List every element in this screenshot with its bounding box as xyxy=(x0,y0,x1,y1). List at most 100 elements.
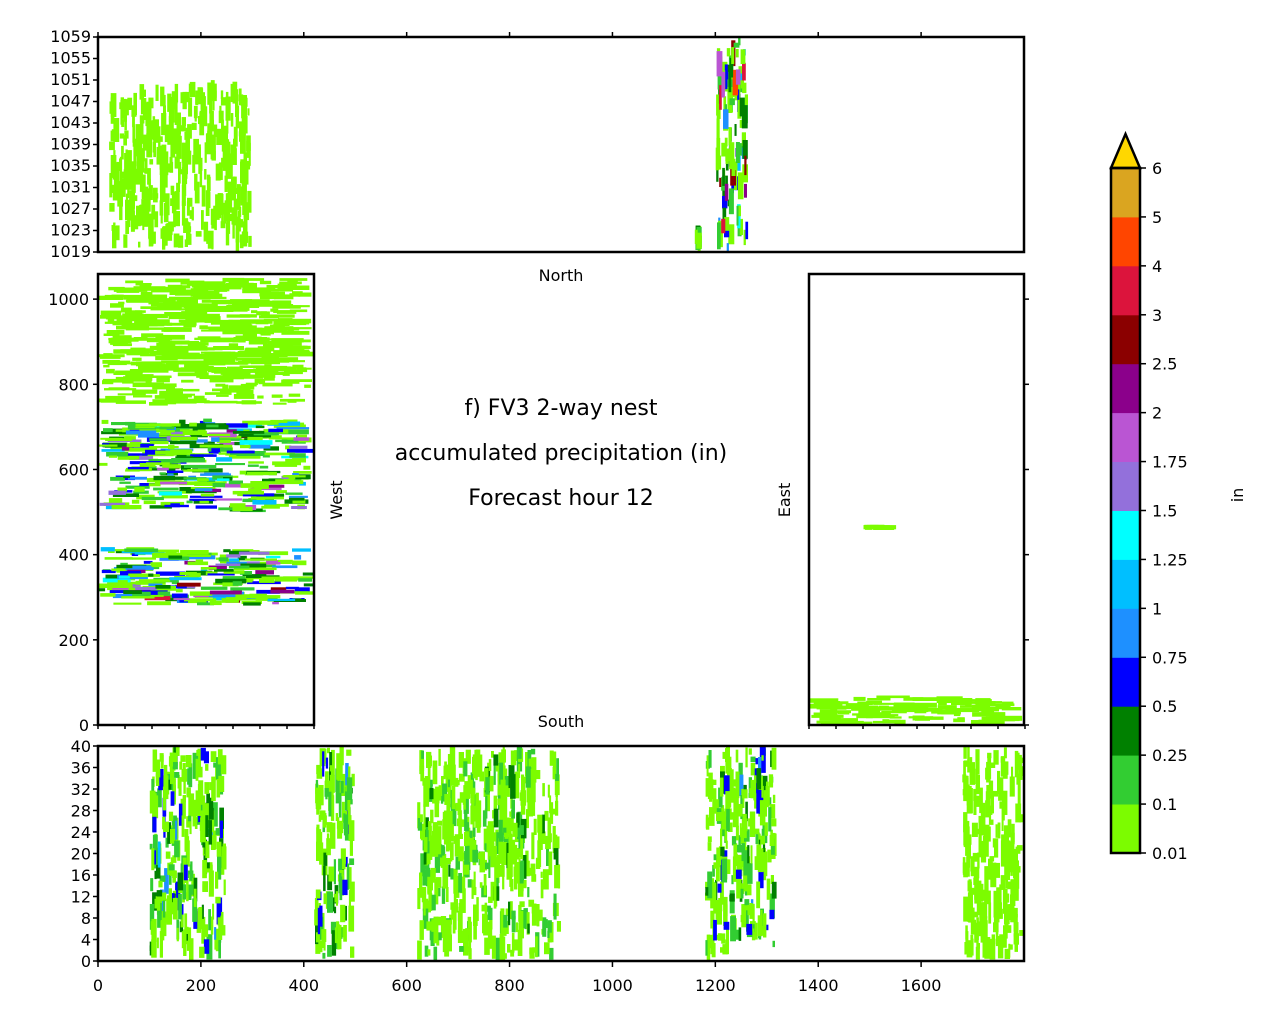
precip-cell xyxy=(226,208,231,234)
precip-cell xyxy=(201,329,225,332)
precip-cell xyxy=(151,204,156,220)
precip-cell xyxy=(316,824,320,834)
precip-cell xyxy=(175,747,180,756)
precip-cell xyxy=(211,300,237,305)
precip-cell xyxy=(110,130,115,142)
precip-cell xyxy=(149,843,153,850)
precip-cell xyxy=(976,795,980,807)
precip-cell xyxy=(266,288,294,292)
precip-cell xyxy=(188,290,220,295)
precip-cell xyxy=(171,593,188,598)
precip-cell xyxy=(159,145,162,170)
precip-cell xyxy=(156,377,170,383)
precip-cell xyxy=(127,466,149,470)
precip-cell xyxy=(988,902,992,924)
precip-cell xyxy=(160,481,187,485)
precip-cell xyxy=(213,285,242,290)
precip-cell xyxy=(959,699,992,702)
precip-cell xyxy=(764,822,768,836)
precip-cell xyxy=(197,602,214,606)
precip-cell xyxy=(166,303,192,307)
precip-cell xyxy=(156,428,175,433)
precip-cell xyxy=(966,785,972,806)
precip-cell xyxy=(717,883,722,893)
precip-cell xyxy=(731,836,737,846)
precip-cell xyxy=(186,787,191,798)
precip-cell xyxy=(218,193,224,215)
precip-cell xyxy=(209,87,213,114)
colorbar-tick-label: 0.25 xyxy=(1152,746,1188,765)
precip-cell xyxy=(455,899,458,913)
precip-cell xyxy=(123,294,154,300)
precip-cell xyxy=(489,841,495,857)
precip-cell xyxy=(126,352,150,356)
precip-cell xyxy=(341,851,346,870)
precip-cell xyxy=(161,913,168,923)
precip-cell xyxy=(158,769,164,791)
precip-cell xyxy=(226,554,241,558)
colorbar-label: in xyxy=(1228,488,1247,503)
precip-cell xyxy=(240,483,269,488)
precip-cell xyxy=(158,126,161,150)
precip-cell xyxy=(108,339,132,344)
precip-cell xyxy=(493,808,499,828)
precip-cell xyxy=(428,821,432,831)
precip-cell xyxy=(423,845,427,865)
precip-cell xyxy=(112,320,133,326)
precip-cell xyxy=(98,398,106,403)
precip-cell xyxy=(226,314,251,318)
precip-cell xyxy=(737,143,744,156)
precip-cell xyxy=(1006,925,1012,933)
precip-cell xyxy=(132,382,164,388)
precip-cell xyxy=(443,861,447,875)
precip-cell xyxy=(973,788,977,801)
precip-cell xyxy=(975,774,980,795)
precip-cell xyxy=(732,779,738,787)
precip-cell xyxy=(168,296,196,301)
precip-cell xyxy=(170,828,176,844)
precip-cell xyxy=(148,301,159,305)
precip-cell xyxy=(196,749,199,756)
north-y-tick-label: 1039 xyxy=(50,135,91,154)
precip-cell xyxy=(208,820,212,845)
precip-cell xyxy=(153,475,176,481)
precip-cell xyxy=(1015,803,1022,823)
precip-cell xyxy=(226,428,252,433)
precip-cell xyxy=(318,940,323,953)
precip-cell xyxy=(1007,819,1012,838)
precip-cell xyxy=(966,851,970,877)
precip-cell xyxy=(997,936,1004,959)
precip-cell xyxy=(192,282,220,287)
precip-cell xyxy=(728,808,732,820)
precip-cell xyxy=(239,350,272,355)
colorbar-segment xyxy=(1111,755,1140,805)
precip-cell xyxy=(491,751,494,758)
precip-cell xyxy=(547,930,550,938)
precip-cell xyxy=(188,97,193,117)
precip-cell xyxy=(140,154,145,173)
precip-cell xyxy=(970,934,974,947)
precip-cell xyxy=(209,807,214,820)
precip-cell xyxy=(989,856,995,862)
precip-cell xyxy=(199,170,203,188)
precip-cell xyxy=(485,791,490,812)
precip-cell xyxy=(129,369,141,373)
precip-cell xyxy=(171,424,203,429)
colorbar-tick-label: 1.25 xyxy=(1152,550,1188,569)
precip-cell xyxy=(323,865,326,892)
precip-cell xyxy=(451,785,456,810)
precip-cell xyxy=(350,946,355,958)
precip-cell xyxy=(183,777,186,794)
precip-cell xyxy=(335,891,338,906)
precip-cell xyxy=(716,847,721,868)
precip-cell xyxy=(749,788,754,798)
precip-cell xyxy=(172,855,177,863)
precip-cell xyxy=(993,908,998,925)
precip-cell xyxy=(334,927,339,944)
precip-cell xyxy=(184,829,189,852)
precip-cell xyxy=(219,856,225,875)
precip-cell xyxy=(349,799,353,805)
precip-cell xyxy=(963,820,970,848)
precip-cell xyxy=(248,340,268,345)
precip-cell xyxy=(430,809,434,824)
